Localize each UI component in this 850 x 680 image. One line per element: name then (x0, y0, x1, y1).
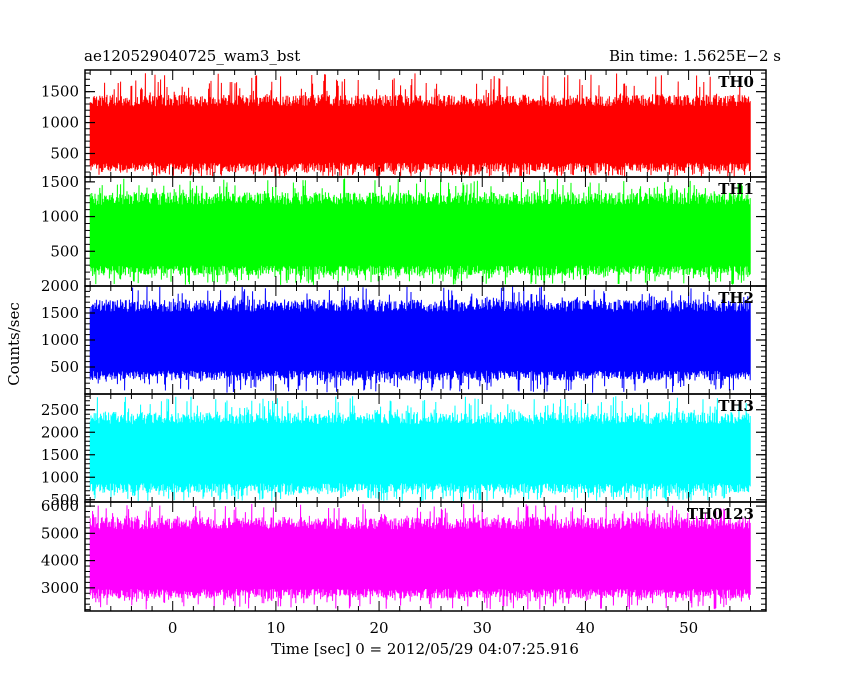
x-tick-label: 30 (473, 619, 492, 637)
y-tick-label: 2500 (41, 401, 79, 419)
x-tick-label: 10 (266, 619, 285, 637)
y-tick-label: 1500 (41, 173, 79, 191)
panel-th0: 500 1000 1500 TH0 (41, 69, 767, 178)
x-axis-label: Time [sec] 0 = 2012/05/29 04:07:25.916 (271, 640, 579, 658)
y-tick-label: 1000 (41, 331, 79, 349)
y-tick-label: 1500 (41, 446, 79, 464)
series-band-th2 (90, 314, 751, 369)
series-band-th0 (90, 108, 751, 161)
panel-label-th0123: TH0123 (687, 505, 754, 523)
y-tick-label: 4000 (41, 552, 79, 570)
panel-th3: 500 1000 1500 2000 2500 TH3 (41, 393, 767, 509)
y-tick-label: 500 (50, 491, 79, 509)
panel-label-th1: TH1 (718, 180, 754, 198)
x-tick-label: 50 (679, 619, 698, 637)
panel-label-th0: TH0 (718, 73, 754, 91)
series-band-th1 (90, 207, 751, 264)
y-axis-label: Counts/sec (5, 302, 23, 386)
y-tick-label: 500 (50, 358, 79, 376)
y-tick-label: 5000 (41, 524, 79, 542)
y-tick-label: 1000 (41, 208, 79, 226)
y-tick-label: 1000 (41, 114, 79, 132)
y-tick-label: 1500 (41, 83, 79, 101)
x-tick-labels: 0 10 20 30 40 50 (168, 619, 698, 637)
y-tick-label: 1500 (41, 304, 79, 322)
y-tick-label: 2000 (41, 277, 79, 295)
y-tick-label: 6000 (41, 497, 79, 515)
panel-th2: 500 1000 1500 2000 TH2 (41, 277, 767, 395)
bin-time-label: Bin time: 1.5625E−2 s (609, 47, 781, 65)
x-tick-label: 0 (168, 619, 178, 637)
x-tick-label: 40 (576, 619, 595, 637)
y-tick-label: 500 (50, 242, 79, 260)
series-band-th0123 (90, 531, 751, 587)
panel-label-th3: TH3 (718, 397, 754, 415)
panel-th1: 500 1000 1500 TH1 (41, 173, 767, 287)
panel-label-th2: TH2 (718, 289, 754, 307)
y-tick-label: 500 (50, 144, 79, 162)
panels-group: 500 1000 1500 TH0 500 1000 1500 TH1 500 1000 1500 2… (41, 69, 767, 612)
panel-frame (84, 501, 767, 612)
series-band-th3 (90, 426, 751, 481)
y-tick-label: 2000 (41, 423, 79, 441)
panel-th0123: 3000 4000 5000 6000 TH0123 (41, 497, 767, 612)
y-tick-label: 3000 (41, 579, 79, 597)
chart-title: ae120529040725_wam3_bst (84, 47, 300, 65)
x-tick-label: 20 (370, 619, 389, 637)
y-tick-label: 1000 (41, 468, 79, 486)
